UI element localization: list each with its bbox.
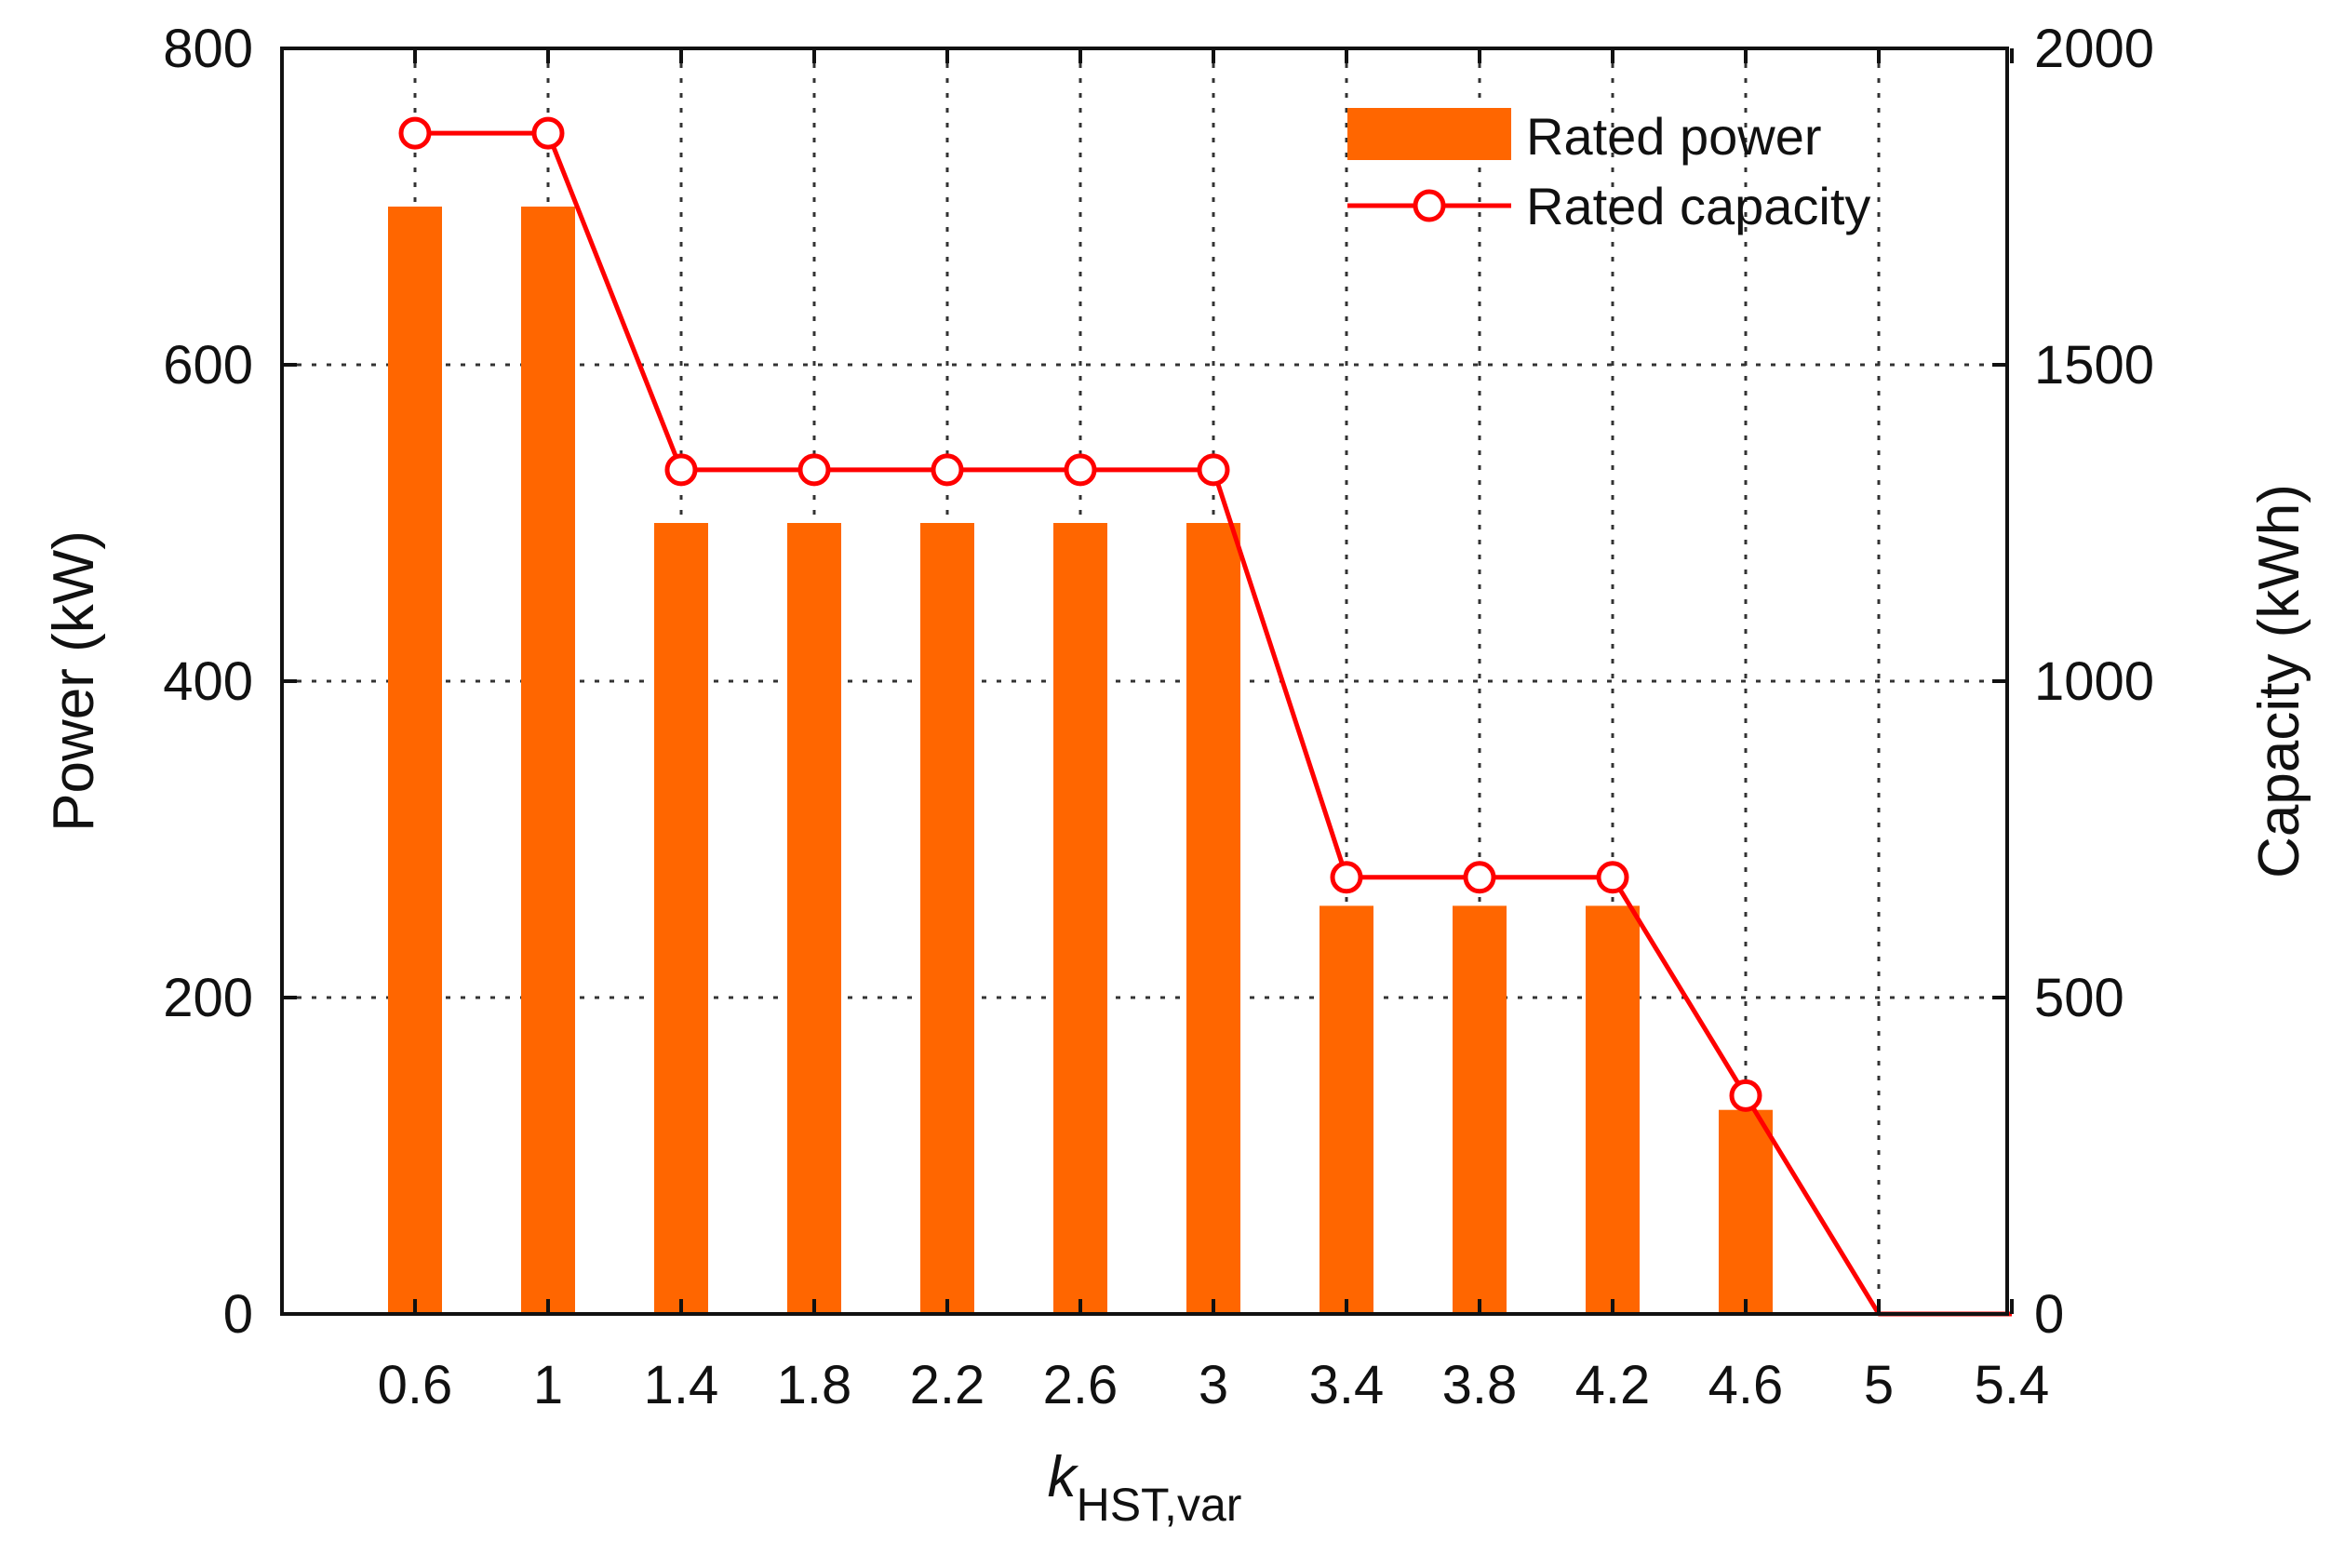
y-left-tick-label: 400 — [163, 651, 253, 712]
x-tick-label: 1.4 — [644, 1355, 719, 1415]
point-rated-capacity — [931, 453, 964, 487]
legend: Rated power Rated capacity — [1347, 107, 1870, 235]
bar-rated-power — [388, 207, 442, 1314]
x-tick-label: 3.8 — [1442, 1355, 1518, 1415]
bar-rated-power — [1586, 905, 1640, 1314]
bar-rated-power — [1053, 523, 1107, 1314]
y-right-tick-label: 1500 — [2034, 335, 2154, 395]
bar-rated-power — [1453, 905, 1507, 1314]
x-tick-label: 3.4 — [1309, 1355, 1385, 1415]
capacity-line — [398, 116, 2012, 1317]
point-rated-capacity — [1463, 861, 1496, 894]
tick-labels: 0.6 1 1.4 1.8 2.2 2.6 3 3.4 3.8 4.2 4.6 5 5.4 0 200 400… — [163, 19, 2154, 1415]
bar-rated-power — [654, 523, 708, 1314]
y-left-tick-label: 0 — [223, 1284, 253, 1345]
legend-swatch-rated-capacity-marker — [1413, 189, 1446, 222]
bar-rated-power — [521, 207, 575, 1314]
y-right-tick-label: 2000 — [2034, 19, 2154, 79]
point-rated-capacity — [664, 453, 698, 487]
point-rated-capacity — [797, 453, 831, 487]
y-left-tick-label: 600 — [163, 335, 253, 395]
bar-rated-power — [1320, 905, 1373, 1314]
bar-rated-power — [920, 523, 974, 1314]
point-rated-capacity — [1330, 861, 1363, 894]
x-tick-label: 1.8 — [777, 1355, 852, 1415]
point-rated-capacity — [1596, 861, 1629, 894]
x-tick-label: 1 — [533, 1355, 563, 1415]
power-bars — [388, 207, 1773, 1314]
x-tick-label: 2.2 — [910, 1355, 985, 1415]
x-tick-label: 5.4 — [1975, 1355, 2050, 1415]
axis-ticks — [282, 47, 2014, 1316]
legend-label-rated-capacity: Rated capacity — [1526, 177, 1870, 235]
x-axis-title-main: k — [1048, 1445, 1079, 1509]
y-right-tick-label: 0 — [2034, 1284, 2064, 1345]
x-tick-label: 3 — [1199, 1355, 1228, 1415]
x-tick-label: 4.6 — [1708, 1355, 1784, 1415]
point-rated-capacity — [398, 116, 432, 150]
x-tick-label: 0.6 — [378, 1355, 453, 1415]
x-tick-label: 4.2 — [1575, 1355, 1651, 1415]
bar-rated-power — [1186, 523, 1240, 1314]
legend-label-rated-power: Rated power — [1526, 107, 1822, 166]
point-rated-capacity — [1064, 453, 1097, 487]
x-axis-title-subscript: HST,var — [1077, 1479, 1242, 1531]
point-rated-capacity — [1729, 1079, 1762, 1112]
y-right-tick-label: 1000 — [2034, 651, 2154, 712]
x-axis-title: kHST,var — [1048, 1445, 1242, 1531]
y-left-tick-label: 800 — [163, 19, 253, 79]
y-axis-left-title: Power (kW) — [42, 530, 106, 832]
point-rated-capacity — [531, 116, 565, 150]
point-rated-capacity — [1197, 453, 1230, 487]
x-tick-label: 5 — [1864, 1355, 1894, 1415]
y-axis-right-title: Capacity (kWh) — [2247, 484, 2311, 878]
y-right-tick-label: 500 — [2034, 968, 2124, 1028]
x-tick-label: 2.6 — [1043, 1355, 1119, 1415]
bar-rated-power — [787, 523, 841, 1314]
y-left-tick-label: 200 — [163, 968, 253, 1028]
bar-rated-power — [1719, 1109, 1773, 1314]
legend-swatch-rated-power — [1347, 108, 1511, 160]
